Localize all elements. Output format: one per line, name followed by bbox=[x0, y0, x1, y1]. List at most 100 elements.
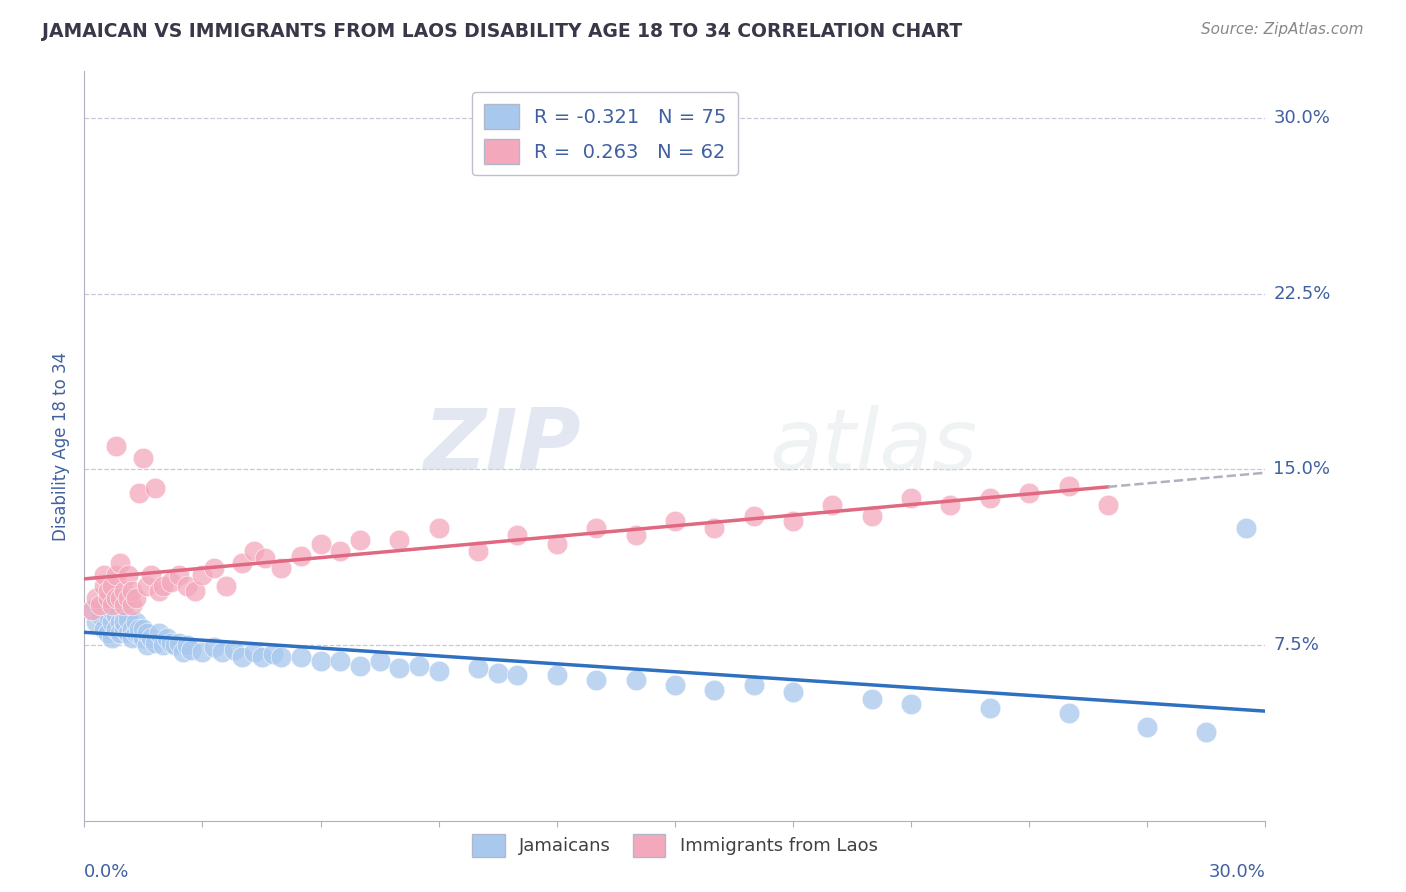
Point bbox=[1057, 706, 1080, 720]
Point bbox=[250, 649, 273, 664]
Point bbox=[254, 551, 277, 566]
Point bbox=[132, 622, 155, 636]
Point bbox=[108, 591, 131, 606]
Point bbox=[101, 631, 124, 645]
Point bbox=[93, 567, 115, 582]
Point bbox=[329, 544, 352, 558]
Point bbox=[242, 544, 264, 558]
Point bbox=[180, 642, 202, 657]
Point bbox=[900, 491, 922, 505]
Point bbox=[290, 649, 312, 664]
Point bbox=[104, 591, 127, 606]
Point bbox=[121, 584, 143, 599]
Point bbox=[148, 584, 170, 599]
Point bbox=[222, 642, 245, 657]
Point bbox=[979, 701, 1001, 715]
Point bbox=[143, 635, 166, 649]
Point bbox=[101, 599, 124, 613]
Point bbox=[97, 607, 120, 622]
Point bbox=[1136, 720, 1159, 734]
Point bbox=[117, 591, 139, 606]
Point bbox=[97, 626, 120, 640]
Point bbox=[703, 521, 725, 535]
Point bbox=[104, 607, 127, 622]
Point bbox=[163, 638, 186, 652]
Point bbox=[183, 584, 205, 599]
Point bbox=[782, 685, 804, 699]
Point bbox=[101, 615, 124, 629]
Text: 15.0%: 15.0% bbox=[1274, 460, 1330, 478]
Point bbox=[585, 673, 607, 688]
Point bbox=[97, 584, 120, 599]
Point bbox=[128, 626, 150, 640]
Point bbox=[136, 580, 159, 594]
Point bbox=[108, 556, 131, 570]
Point bbox=[191, 567, 214, 582]
Point bbox=[176, 580, 198, 594]
Point bbox=[486, 666, 509, 681]
Point bbox=[124, 626, 146, 640]
Text: 22.5%: 22.5% bbox=[1274, 285, 1330, 302]
Point bbox=[152, 580, 174, 594]
Point bbox=[104, 439, 127, 453]
Point bbox=[160, 574, 183, 589]
Point bbox=[117, 626, 139, 640]
Point bbox=[89, 607, 111, 622]
Point bbox=[84, 615, 107, 629]
Point bbox=[1057, 479, 1080, 493]
Point bbox=[112, 615, 135, 629]
Point bbox=[900, 697, 922, 711]
Point bbox=[108, 615, 131, 629]
Point bbox=[506, 528, 529, 542]
Point bbox=[939, 498, 962, 512]
Point bbox=[664, 678, 686, 692]
Point bbox=[143, 481, 166, 495]
Point bbox=[1018, 485, 1040, 500]
Point bbox=[93, 622, 115, 636]
Point bbox=[121, 622, 143, 636]
Point bbox=[101, 603, 124, 617]
Point bbox=[112, 584, 135, 599]
Point bbox=[211, 645, 233, 659]
Point bbox=[141, 631, 163, 645]
Point bbox=[821, 498, 844, 512]
Point bbox=[309, 655, 332, 669]
Point bbox=[128, 622, 150, 636]
Point bbox=[860, 509, 883, 524]
Point bbox=[979, 491, 1001, 505]
Point bbox=[388, 661, 411, 675]
Point bbox=[121, 599, 143, 613]
Point bbox=[191, 645, 214, 659]
Point bbox=[136, 626, 159, 640]
Point bbox=[624, 673, 647, 688]
Point bbox=[128, 485, 150, 500]
Point bbox=[467, 544, 489, 558]
Point bbox=[546, 668, 568, 682]
Point bbox=[585, 521, 607, 535]
Text: atlas: atlas bbox=[769, 404, 977, 488]
Legend: Jamaicans, Immigrants from Laos: Jamaicans, Immigrants from Laos bbox=[465, 826, 884, 864]
Point bbox=[202, 640, 225, 655]
Point bbox=[112, 607, 135, 622]
Point bbox=[152, 638, 174, 652]
Point bbox=[742, 678, 765, 692]
Point bbox=[624, 528, 647, 542]
Point bbox=[104, 599, 127, 613]
Point bbox=[664, 514, 686, 528]
Point bbox=[104, 567, 127, 582]
Point bbox=[156, 631, 179, 645]
Point bbox=[262, 648, 284, 662]
Point bbox=[388, 533, 411, 547]
Point bbox=[136, 638, 159, 652]
Point bbox=[742, 509, 765, 524]
Point bbox=[112, 599, 135, 613]
Point bbox=[290, 549, 312, 563]
Point bbox=[132, 631, 155, 645]
Text: 0.0%: 0.0% bbox=[84, 863, 129, 880]
Point bbox=[124, 615, 146, 629]
Point bbox=[121, 631, 143, 645]
Point bbox=[132, 450, 155, 465]
Point bbox=[215, 580, 238, 594]
Point bbox=[329, 655, 352, 669]
Text: ZIP: ZIP bbox=[423, 404, 581, 488]
